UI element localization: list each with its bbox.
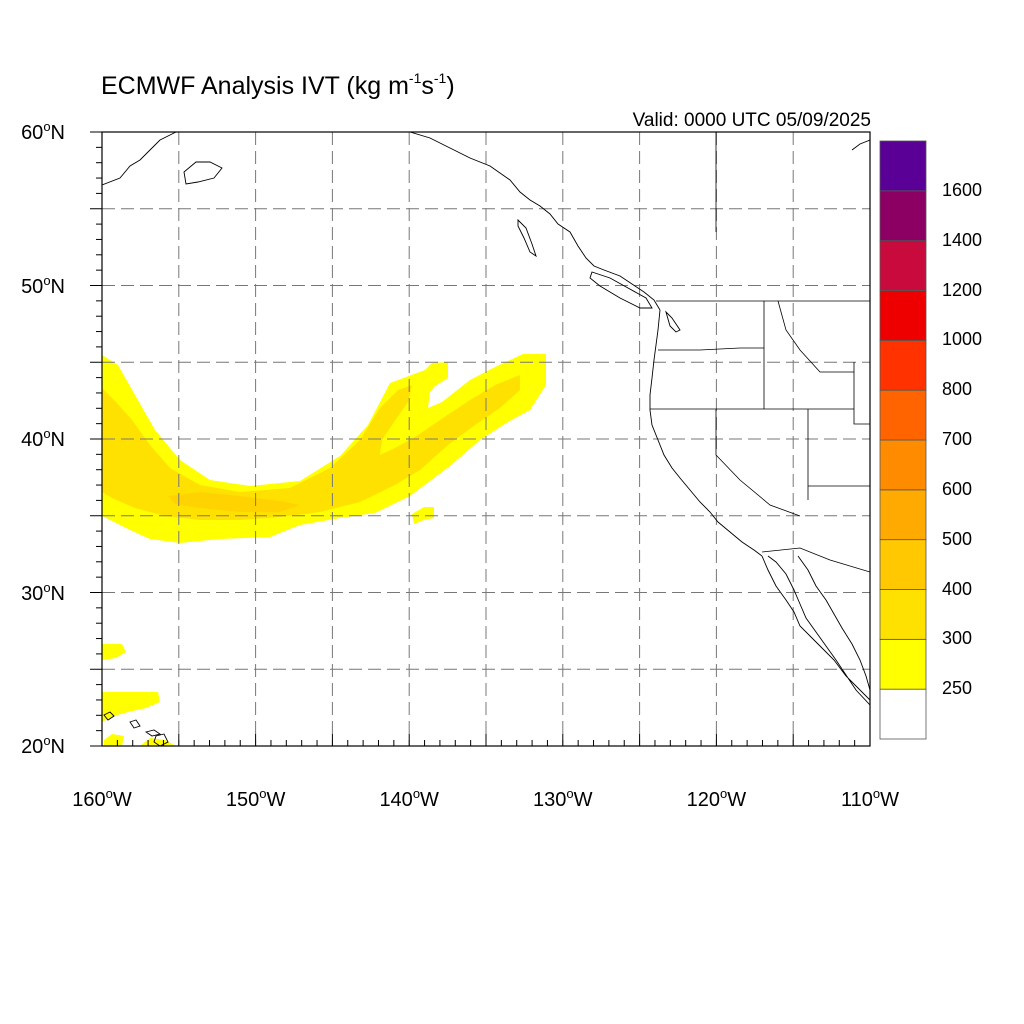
lon-label-110: 110oW <box>840 786 899 811</box>
alaska-peninsula-coast <box>102 132 177 186</box>
haida-gwaii <box>517 218 537 258</box>
colorbar-box <box>879 140 927 192</box>
colorbar-box <box>879 339 927 391</box>
colorbar-box <box>879 240 927 291</box>
wy-border <box>853 362 870 425</box>
lat-label-30: 30oN <box>21 579 65 605</box>
lon-label-140: 140oW <box>379 786 439 811</box>
alaska-panhandle-coast <box>409 132 661 311</box>
lat-label-40: 40oN <box>21 426 65 451</box>
ivt-south-patch-4 <box>140 738 176 746</box>
colorbar-level-1000: 1000 <box>942 329 983 350</box>
colorbar-box <box>879 290 927 341</box>
id-mt-border <box>777 300 854 373</box>
coastlines <box>102 132 870 746</box>
colorbar-level-300: 300 <box>942 628 973 649</box>
hawaii-maui <box>129 719 141 729</box>
axis-ticks <box>90 131 871 747</box>
colorbar-box <box>879 489 927 541</box>
lon-label-150: 150oW <box>225 786 286 811</box>
colorbar-level-700: 700 <box>942 429 973 449</box>
hawaii-oahu <box>103 711 115 721</box>
ca-nv-border <box>715 409 801 517</box>
colorbar-box <box>879 638 927 690</box>
kodiak-island <box>183 161 223 185</box>
colorbar-level-1600: 1600 <box>942 179 983 200</box>
colorbar-level-1200: 1200 <box>942 279 983 300</box>
colorbar-level-800: 800 <box>942 379 973 400</box>
lat-label-50: 50oN <box>21 272 65 298</box>
lon-label-120: 120oW <box>686 786 747 811</box>
ivt-blob-small <box>412 507 434 524</box>
lon-label-130: 130oW <box>533 786 593 811</box>
ivt-plume-300 <box>102 375 520 520</box>
lat-label-20: 20oN <box>21 733 65 758</box>
colorbar-box <box>879 389 927 441</box>
hawaii-big-island <box>153 733 169 746</box>
colorbar-level-250: 250 <box>942 678 973 699</box>
baja-california <box>761 555 870 706</box>
vancouver-island <box>589 271 653 309</box>
lon-label-160: 160oW <box>72 786 132 811</box>
colorbar-box <box>879 539 927 590</box>
ivt-south-patch-1 <box>102 644 126 660</box>
mexico-mainland-coast <box>797 555 870 691</box>
puget-sound <box>665 310 681 333</box>
colorbar-box <box>879 589 927 640</box>
colorbar-box <box>879 439 927 491</box>
ivt-plume-core <box>168 492 300 512</box>
colorbar-level-500: 500 <box>942 528 973 549</box>
map-gridlines <box>102 132 870 746</box>
map-title: ECMWF Analysis IVT (kg m-1s-1) <box>101 70 455 100</box>
ivt-south-patch-2 <box>102 692 160 722</box>
colorbar-level-400: 400 <box>942 578 973 599</box>
ivt-south-patch-3 <box>104 734 124 746</box>
us-west-coast <box>649 309 763 557</box>
colorbar-box <box>879 688 927 740</box>
political-borders <box>650 132 870 573</box>
ivt-shading <box>102 354 546 746</box>
colorbar-level-1400: 1400 <box>942 229 983 250</box>
northeast-corner-coast <box>851 139 870 151</box>
colorbar-box <box>879 190 927 242</box>
colorbar <box>879 140 927 740</box>
hawaii-molokai <box>144 729 162 737</box>
valid-time-label: Valid: 0000 UTC 05/09/2025 <box>632 110 871 131</box>
lat-label-60: 60oN <box>21 119 65 144</box>
colorbar-level-600: 600 <box>942 478 973 499</box>
wa-or-border <box>658 347 764 351</box>
us-mexico-border <box>761 547 870 573</box>
